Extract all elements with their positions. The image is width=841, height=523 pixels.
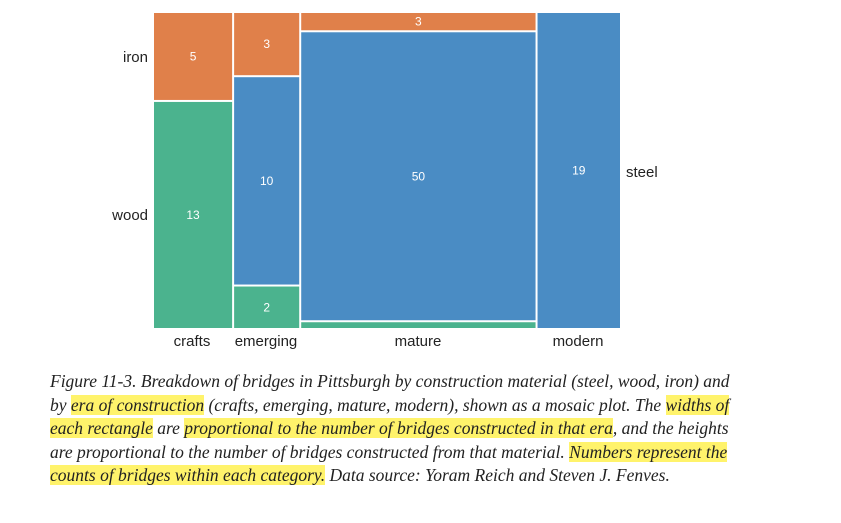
- mosaic-cell-emerging-wood: [234, 286, 300, 328]
- category-label-modern: modern: [553, 333, 604, 350]
- caption-text: are: [152, 418, 185, 438]
- mosaic-cell-emerging-steel: [234, 77, 300, 285]
- category-label-mature: mature: [395, 333, 442, 350]
- material-label-iron: iron: [123, 49, 148, 66]
- category-label-emerging: emerging: [235, 333, 298, 350]
- mosaic-cell-crafts-iron: [154, 13, 233, 100]
- cell-count-emerging-steel: 10: [260, 174, 274, 188]
- category-label-crafts: crafts: [174, 333, 211, 350]
- figure-caption: Figure 11-3. Breakdown of bridges in Pit…: [50, 370, 730, 488]
- caption-text: Figure 11-3. Breakdown of bridges in Pit…: [50, 371, 730, 415]
- mosaic-cell-mature-wood: [301, 322, 536, 328]
- material-label-wood: wood: [111, 207, 148, 224]
- cell-count-crafts-wood: 13: [186, 208, 200, 222]
- caption-highlight: era of construction: [70, 394, 205, 415]
- mosaic-cell-mature-iron: [301, 13, 536, 31]
- mosaic-cell-crafts-wood: [154, 101, 233, 328]
- mosaic-chart: 5 13 3 10 2 3 50 19 crafts emerging mature modern ir…: [111, 13, 658, 350]
- cell-count-mature-steel: 50: [412, 169, 426, 183]
- caption-text: , and the heights are proportional to th…: [50, 418, 729, 462]
- material-label-steel: steel: [626, 164, 658, 181]
- caption-text: (crafts, emerging, mature, modern), show…: [204, 394, 666, 415]
- cell-count-modern-steel: 19: [572, 164, 586, 178]
- cell-count-crafts-iron: 5: [190, 49, 197, 63]
- mosaic-cell-modern-steel: [537, 13, 620, 328]
- caption-text: Data source: Yoram Reich and Steven J. F…: [325, 465, 670, 485]
- cell-count-emerging-wood: 2: [263, 300, 270, 314]
- mosaic-cell-emerging-iron: [234, 13, 300, 76]
- mosaic-cell-mature-steel: [301, 32, 536, 321]
- cell-count-emerging-iron: 3: [263, 37, 270, 51]
- caption-highlight: proportional to the number of bridges co…: [184, 418, 613, 438]
- cell-count-mature-iron: 3: [415, 15, 422, 29]
